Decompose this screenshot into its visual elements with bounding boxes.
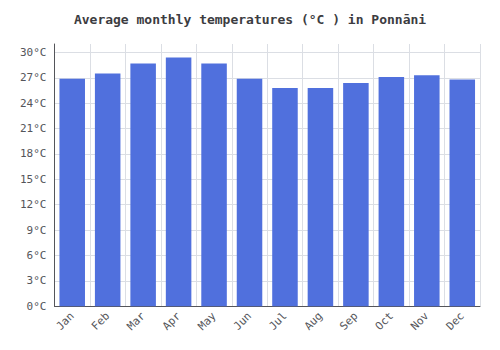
svg-text:Feb: Feb xyxy=(89,310,112,333)
svg-text:Nov: Nov xyxy=(408,309,431,332)
svg-text:Jan: Jan xyxy=(54,310,77,333)
svg-text:Average monthly temperatures (: Average monthly temperatures (°C ) in Po… xyxy=(74,12,426,27)
svg-text:Sep: Sep xyxy=(337,310,360,333)
svg-text:15°C: 15°C xyxy=(20,173,47,186)
svg-text:3°C: 3°C xyxy=(27,274,47,287)
svg-text:0°C: 0°C xyxy=(27,300,47,313)
svg-text:9°C: 9°C xyxy=(27,224,47,237)
svg-text:May: May xyxy=(195,309,218,332)
svg-text:21°C: 21°C xyxy=(20,122,47,135)
svg-text:Mar: Mar xyxy=(125,309,148,332)
svg-text:Oct: Oct xyxy=(373,310,396,333)
svg-text:Aug: Aug xyxy=(302,310,325,333)
svg-text:Apr: Apr xyxy=(160,309,183,332)
svg-text:18°C: 18°C xyxy=(20,147,47,160)
svg-text:Dec: Dec xyxy=(444,310,467,333)
svg-text:24°C: 24°C xyxy=(20,97,47,110)
svg-text:Jul: Jul xyxy=(266,310,289,333)
svg-text:6°C: 6°C xyxy=(27,249,47,262)
svg-text:27°C: 27°C xyxy=(20,71,47,84)
svg-text:12°C: 12°C xyxy=(20,198,47,211)
svg-text:Jun: Jun xyxy=(231,310,254,333)
svg-text:30°C: 30°C xyxy=(20,46,47,59)
